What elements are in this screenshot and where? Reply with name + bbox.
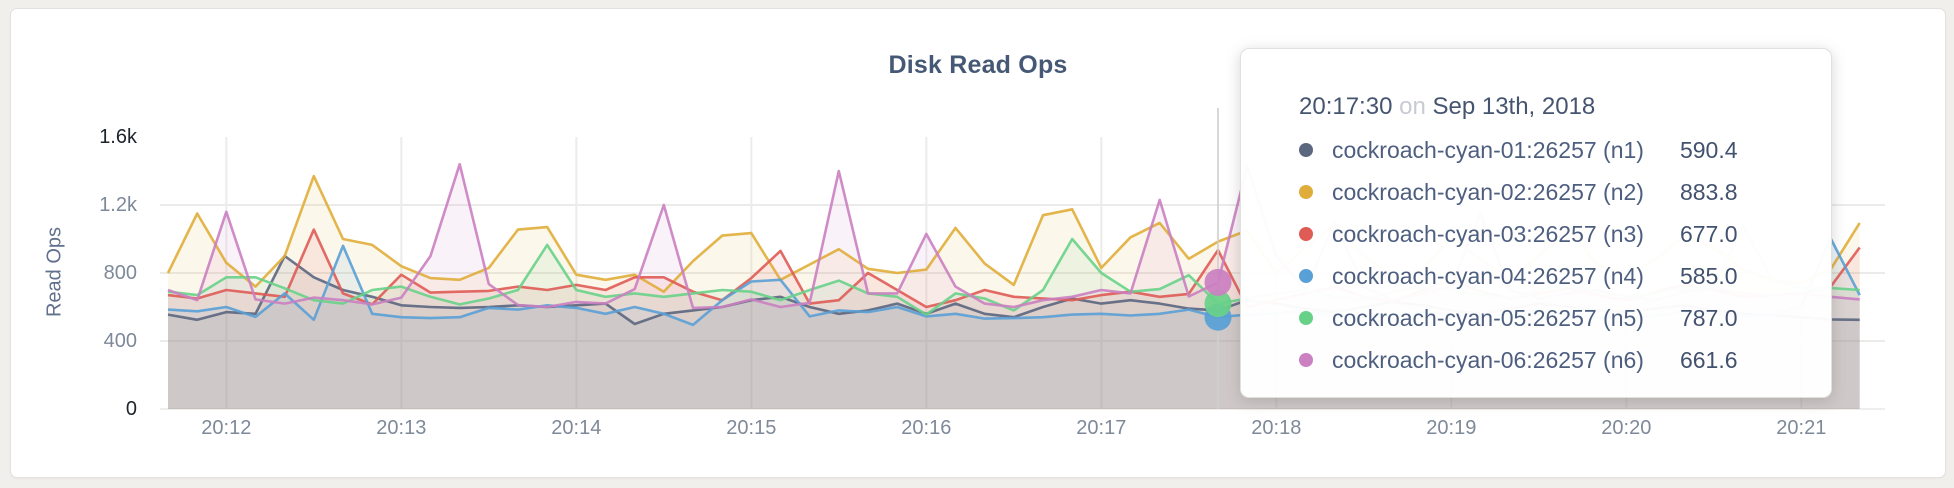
- tooltip-row: cockroach-cyan-04:26257 (n4) 585.0: [1299, 255, 1791, 297]
- y-tick-label: 800: [103, 262, 137, 284]
- x-tick-label: 20:12: [201, 417, 252, 439]
- x-tick-label: 20:20: [1601, 417, 1652, 439]
- chart-title: Disk Read Ops: [888, 51, 1068, 79]
- y-axis-label: Read Ops: [43, 226, 66, 318]
- series-name: cockroach-cyan-06:26257 (n6): [1332, 346, 1644, 373]
- series-color-dot: [1299, 269, 1313, 283]
- series-color-dot: [1299, 353, 1313, 367]
- y-tick-label: 0: [125, 398, 137, 420]
- series-value: 883.8: [1679, 178, 1738, 205]
- x-tick-label: 20:16: [901, 417, 952, 439]
- series-value: 661.6: [1679, 346, 1738, 373]
- tooltip-connector: on: [1399, 93, 1426, 120]
- series-value: 585.0: [1679, 262, 1738, 289]
- tooltip-time: 20:17:30: [1299, 93, 1393, 120]
- x-tick-label: 20:15: [726, 417, 777, 439]
- chart-tooltip: 20:17:30 on Sep 13th, 2018 cockroach-cya…: [1240, 48, 1832, 398]
- hover-dot-n5: [1204, 290, 1232, 318]
- series-color-dot: [1299, 143, 1313, 157]
- series-name: cockroach-cyan-03:26257 (n3): [1332, 220, 1644, 247]
- tooltip-title: 20:17:30 on Sep 13th, 2018: [1299, 93, 1791, 121]
- y-tick-label: 400: [103, 330, 137, 352]
- series-name: cockroach-cyan-02:26257 (n2): [1332, 178, 1644, 205]
- series-value: 590.4: [1679, 136, 1738, 163]
- tooltip-date: Sep 13th, 2018: [1432, 93, 1596, 120]
- series-name: cockroach-cyan-04:26257 (n4): [1332, 262, 1644, 289]
- tooltip-rows: cockroach-cyan-01:26257 (n1) 590.4 cockroa…: [1299, 129, 1791, 381]
- series-color-dot: [1299, 311, 1313, 325]
- x-tick-label: 20:18: [1251, 417, 1302, 439]
- x-tick-label: 20:21: [1776, 417, 1827, 439]
- tooltip-row: cockroach-cyan-01:26257 (n1) 590.4: [1299, 129, 1791, 171]
- series-name: cockroach-cyan-01:26257 (n1): [1332, 136, 1644, 163]
- x-tick-label: 20:14: [551, 417, 602, 439]
- x-tick-label: 20:13: [376, 417, 427, 439]
- series-value: 787.0: [1679, 304, 1738, 331]
- y-tick-label: 1.6k: [99, 126, 137, 148]
- x-tick-label: 20:17: [1076, 417, 1127, 439]
- hover-dot-n6: [1204, 268, 1232, 296]
- series-color-dot: [1299, 185, 1313, 199]
- tooltip-row: cockroach-cyan-06:26257 (n6) 661.6: [1299, 339, 1791, 381]
- y-tick-label: 1.2k: [99, 194, 137, 216]
- tooltip-row: cockroach-cyan-05:26257 (n5) 787.0: [1299, 297, 1791, 339]
- x-tick-label: 20:19: [1426, 417, 1477, 439]
- series-name: cockroach-cyan-05:26257 (n5): [1332, 304, 1644, 331]
- tooltip-row: cockroach-cyan-02:26257 (n2) 883.8: [1299, 171, 1791, 213]
- series-color-dot: [1299, 227, 1313, 241]
- tooltip-row: cockroach-cyan-03:26257 (n3) 677.0: [1299, 213, 1791, 255]
- series-value: 677.0: [1679, 220, 1738, 247]
